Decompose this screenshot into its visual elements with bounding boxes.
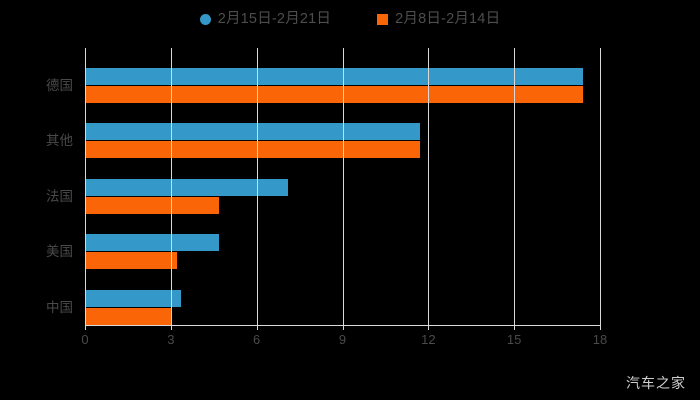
bar-group-中国	[85, 289, 600, 325]
x-tick-label-0: 0	[81, 332, 89, 347]
bar-其他-series1[interactable]	[85, 123, 420, 141]
x-tick-9	[342, 325, 344, 330]
x-tick-label-15: 15	[506, 332, 522, 347]
bar-美国-series1[interactable]	[85, 234, 220, 252]
bar-中国-series2[interactable]	[85, 307, 173, 325]
category-label-中国: 中国	[46, 299, 73, 315]
bar-group-美国	[85, 234, 600, 270]
chart-legend: 2月15日-2月21日 2月8日-2月14日	[0, 8, 700, 30]
bar-德国-series2[interactable]	[85, 86, 583, 103]
x-tick-label-12: 12	[421, 332, 436, 347]
category-label-美国: 美国	[46, 244, 73, 260]
gridline-3	[170, 48, 172, 325]
x-tick-label-18: 18	[592, 332, 608, 347]
gridline-15	[514, 48, 516, 325]
x-tick-label-9: 9	[338, 332, 347, 347]
legend-square-icon	[377, 13, 389, 25]
x-tick-12	[428, 325, 430, 330]
legend-item-orange[interactable]: 2月8日-2月14日	[377, 12, 500, 27]
x-tick-15	[514, 325, 516, 330]
x-tick-label-3: 3	[167, 332, 175, 347]
legend-label-blue: 2月15日-2月21日	[217, 10, 332, 27]
watermark: 汽车之家	[626, 375, 686, 391]
legend-dot-icon	[199, 13, 211, 25]
legend-label-orange: 2月8日-2月14日	[395, 10, 501, 27]
bar-美国-series2[interactable]	[85, 252, 177, 270]
x-tick-0	[85, 325, 86, 330]
bar-group-法国	[85, 178, 600, 214]
bar-法国-series2[interactable]	[85, 196, 220, 214]
gridline-9	[342, 48, 344, 325]
category-label-其他: 其他	[46, 133, 73, 149]
gridline-6	[256, 48, 258, 325]
bar-group-其他	[85, 123, 600, 159]
x-tick-label-6: 6	[253, 332, 261, 347]
gridline-12	[428, 48, 430, 325]
gridline-0	[85, 48, 86, 325]
x-tick-18	[600, 325, 601, 330]
bar-中国-series1[interactable]	[85, 289, 181, 307]
gridline-18	[600, 48, 601, 325]
category-label-德国: 德国	[46, 78, 73, 93]
bar-group-德国	[85, 68, 600, 103]
bar-法国-series1[interactable]	[85, 178, 289, 196]
x-tick-3	[170, 325, 172, 330]
category-label-法国: 法国	[46, 188, 73, 204]
legend-item-blue[interactable]: 2月15日-2月21日	[199, 10, 332, 27]
bar-其他-series2[interactable]	[85, 141, 420, 159]
bar-德国-series1[interactable]	[85, 68, 583, 85]
plot-area	[85, 48, 600, 325]
x-tick-6	[256, 325, 258, 330]
